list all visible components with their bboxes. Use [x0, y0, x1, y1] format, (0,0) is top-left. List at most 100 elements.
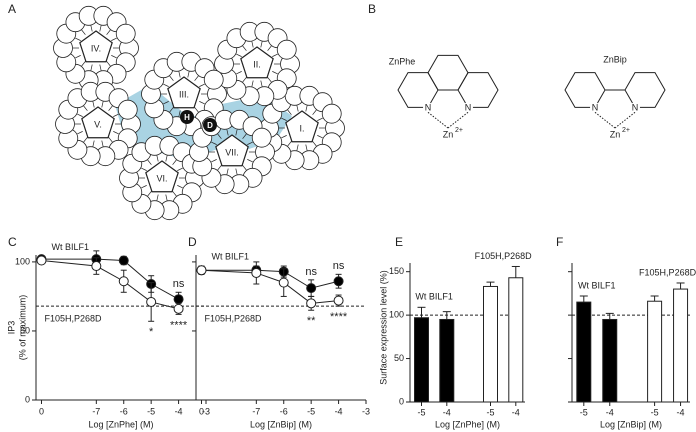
- helix-spoke: [296, 105, 299, 112]
- data-point: [118, 255, 129, 266]
- helix-spoke: [226, 168, 229, 175]
- data-point: [196, 265, 207, 276]
- helix-spoke: [81, 29, 86, 35]
- helix-spoke: [317, 117, 323, 121]
- helix-spoke: [113, 113, 119, 117]
- helix-spoke: [226, 129, 229, 136]
- residue-label: H: [184, 113, 190, 122]
- residue-marker: [203, 118, 217, 132]
- helix-spoke: [165, 155, 168, 162]
- helix-spoke: [305, 144, 308, 151]
- helix-core: [215, 134, 249, 167]
- helix-spoke: [281, 135, 287, 139]
- data-point: [251, 267, 262, 278]
- x-axis-title: Log [ZnPhe] (M): [88, 419, 153, 429]
- x-tick-label: -3: [362, 406, 370, 416]
- ring: [457, 72, 499, 108]
- x-tick-label: -4: [677, 407, 685, 417]
- helix-spoke: [172, 159, 177, 165]
- helix-spoke: [156, 194, 159, 201]
- helix-spoke: [147, 191, 152, 197]
- residue-bead: [115, 23, 136, 44]
- x-tick-label: -5: [417, 407, 425, 417]
- helix-spoke: [77, 131, 83, 135]
- helix-label: IV.: [91, 43, 101, 53]
- helix-label: III.: [179, 89, 189, 99]
- helix-spoke: [108, 105, 113, 111]
- helix-spoke: [305, 105, 308, 112]
- y-tick-label: 100: [15, 256, 30, 266]
- helix-spoke: [260, 80, 263, 87]
- helix-spoke: [90, 64, 93, 71]
- y-tick-label: 0: [25, 394, 30, 404]
- atom-bg: [590, 102, 600, 113]
- x-tick-label: 0: [199, 406, 204, 416]
- helix-spoke: [111, 55, 117, 59]
- metal-label: Zn: [610, 129, 621, 139]
- helix-spoke: [178, 110, 181, 117]
- series-label: F105H,P268D: [639, 267, 696, 277]
- helix-spoke: [113, 131, 119, 135]
- panel-label: A: [8, 2, 16, 16]
- coordination-bond: [427, 111, 449, 129]
- bar: [439, 318, 455, 403]
- data-point: [173, 303, 184, 314]
- helix-spoke: [217, 165, 222, 171]
- helix-spoke: [312, 141, 317, 147]
- helix-spoke: [267, 77, 272, 83]
- ring: [564, 72, 606, 108]
- x-tick-label: -6: [120, 406, 128, 416]
- helix-spoke: [267, 45, 272, 51]
- helix-core: [285, 110, 319, 143]
- x-tick-label: -4: [335, 406, 343, 416]
- helix-spoke: [75, 55, 81, 59]
- helix-spoke: [101, 101, 104, 108]
- data-point: [146, 296, 157, 307]
- structure-name: ZnBip: [603, 54, 627, 64]
- bar: [414, 317, 429, 403]
- significance-label: ns: [305, 266, 317, 278]
- helix-label: VII.: [225, 147, 239, 157]
- data-point: [306, 283, 317, 294]
- helix-spoke: [217, 133, 222, 139]
- series-label: F105H,P268D: [475, 251, 533, 261]
- x-axis-title: Log [ZnBip] (M): [600, 419, 662, 429]
- helix-spoke: [81, 61, 86, 67]
- charge-label: 2+: [622, 127, 630, 134]
- helix-spoke: [75, 37, 81, 41]
- helix-spoke: [101, 140, 104, 147]
- helix-spoke: [141, 185, 147, 189]
- data-point: [278, 277, 289, 288]
- residue-bead: [251, 127, 272, 148]
- helix-label: II.: [253, 59, 261, 69]
- helix-spoke: [260, 41, 263, 48]
- residue-bead: [117, 99, 138, 120]
- atom-bg: [463, 102, 473, 113]
- x-tick-label: -5: [147, 406, 155, 416]
- y-tick-label: 50: [20, 325, 30, 335]
- data-point: [333, 295, 344, 306]
- coordination-bond: [614, 111, 636, 129]
- helix-spoke: [90, 25, 93, 32]
- helix-spoke: [194, 107, 199, 113]
- helix-spoke: [147, 159, 152, 165]
- series-label: Wt BILF1: [211, 251, 249, 261]
- x-axis-title: Log [ZnBip] (M): [250, 419, 312, 429]
- bar: [483, 285, 498, 403]
- x-tick-label: -5: [651, 407, 659, 417]
- charge-label: 2+: [455, 127, 463, 134]
- coordination-bond: [447, 111, 469, 129]
- helix-spoke: [272, 53, 278, 57]
- x-axis-title: Log [ZnPhe] (M): [435, 419, 500, 429]
- x-tick-label: -5: [486, 407, 494, 417]
- panel-label: D: [188, 235, 197, 249]
- helix-core: [240, 46, 274, 79]
- helix-spoke: [163, 101, 169, 105]
- helix-spoke: [187, 71, 190, 78]
- helix-spoke: [108, 137, 113, 143]
- significance-label: ****: [170, 319, 188, 331]
- data-point: [333, 276, 344, 287]
- x-tick-label: -7: [252, 406, 260, 416]
- significance-label: **: [307, 315, 316, 327]
- helix-spoke: [211, 141, 217, 145]
